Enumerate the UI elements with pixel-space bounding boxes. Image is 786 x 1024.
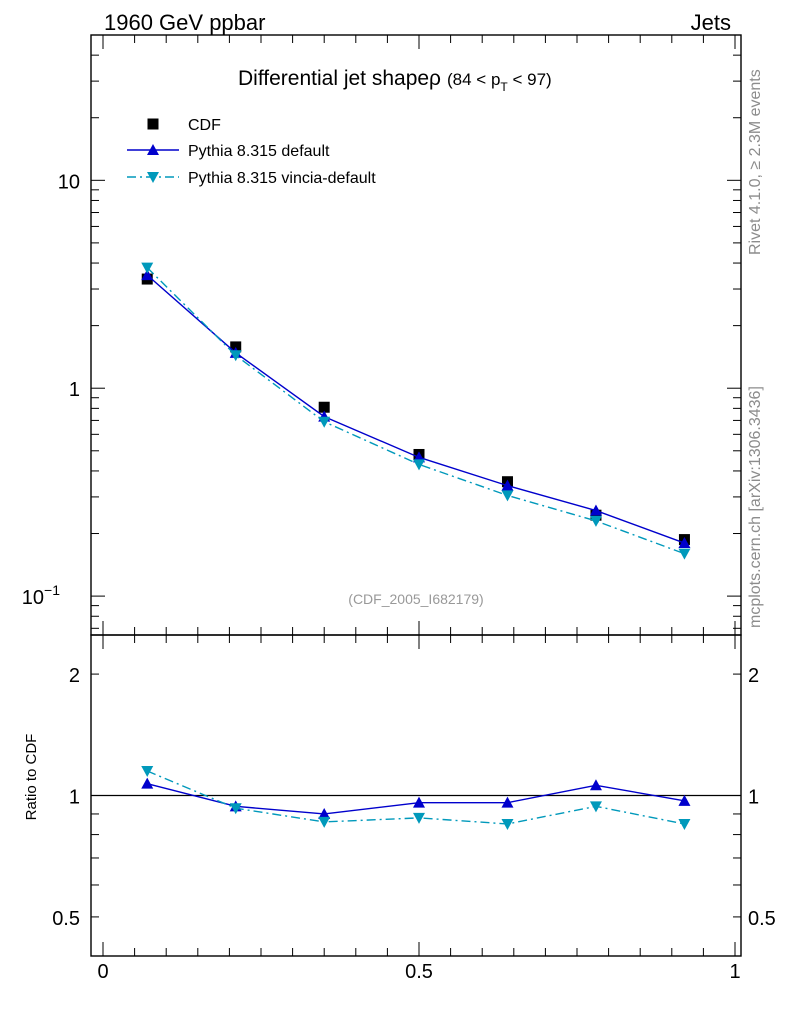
ratio-pythia-default-point — [501, 796, 514, 808]
ratio-y-tick-label: 2 — [69, 665, 80, 687]
series-pythia-vincia-line — [146, 267, 685, 555]
ratio-pythia-vincia-point — [318, 816, 331, 828]
ratio-pythia-default-point — [413, 796, 425, 808]
chart-title: Differential jet shapeρ (84 < pT < 97) — [238, 67, 552, 94]
series-pythia-default-point — [589, 504, 602, 516]
ratio-ylabel: Ratio to CDF — [23, 734, 40, 821]
ratio-pythia-vincia-point — [141, 766, 154, 778]
series-pythia-vincia-point — [678, 548, 691, 560]
ratio-y-tick-label: 1 — [69, 787, 80, 809]
legend-marker-cdf — [147, 118, 159, 130]
ratio-pythia-vincia-point — [413, 812, 425, 824]
main-y-tick-label: 10 — [58, 171, 80, 193]
series-pythia-default-point — [678, 537, 691, 549]
x-tick-label: 0.5 — [405, 961, 433, 983]
series-pythia-vincia-point — [413, 459, 425, 471]
rivet-info: Rivet 4.1.0, ≥ 2.3M events — [747, 69, 764, 255]
chart-title-main: Differential jet shapeρ — [238, 67, 441, 90]
ratio-pythia-default-point — [141, 777, 154, 789]
ratio-pythia-default-point — [678, 794, 691, 806]
ratio-plot: 2 1 0.5 2 1 0.5 — [52, 634, 776, 957]
ratio-pythia-default-point — [589, 779, 602, 791]
ratio-pythia-vincia-point — [678, 818, 691, 830]
x-tick-label: 1 — [729, 961, 740, 983]
ratio-pythia-vincia-point — [589, 801, 602, 813]
series-cdf-point — [318, 401, 330, 413]
mcplots-info: mcplots.cern.ch [arXiv:1306.3436] — [747, 386, 764, 628]
series-pythia-vincia-point — [318, 416, 331, 428]
legend-label-pythia-default: Pythia 8.315 default — [188, 143, 330, 160]
main-y-tick-label: 1 — [69, 379, 80, 401]
ratio-y-tick-label-right: 2 — [748, 665, 759, 687]
series-pythia-default-point — [501, 479, 514, 491]
analysis-id: (CDF_2005_I682179) — [348, 591, 483, 607]
series-pythia-vincia-point — [501, 490, 514, 502]
main-plot: 10 1 10−1 — [22, 34, 742, 636]
chart-title-cut-end: < 97) — [508, 70, 552, 89]
ratio-pythia-default-point — [318, 807, 331, 819]
series-pythia-vincia-point — [229, 350, 242, 362]
x-axis: 0 0.5 1 — [97, 35, 741, 983]
x-tick-label: 0 — [97, 961, 108, 983]
legend: CDF Pythia 8.315 default Pythia 8.315 vinc… — [127, 117, 376, 187]
ratio-pythia-vincia-point — [229, 803, 242, 815]
chart-title-cut-sub: T — [500, 80, 508, 94]
chart-title-cut: (84 < p — [447, 70, 500, 89]
series-pythia-vincia-point — [589, 515, 602, 527]
series-pythia-vincia-point — [141, 262, 154, 274]
series-pythia-default-line — [146, 274, 685, 544]
header-right: Jets — [691, 10, 731, 35]
legend-label-pythia-vincia: Pythia 8.315 vincia-default — [188, 170, 376, 187]
ratio-y-tick-label-right: 1 — [748, 787, 759, 809]
ratio-y-tick-label: 0.5 — [52, 908, 80, 930]
legend-marker-pythia-default — [147, 144, 159, 155]
ratio-pythia-default-line — [147, 782, 685, 815]
header-left: 1960 GeV ppbar — [104, 10, 265, 35]
series-pythia-default-point — [141, 269, 154, 281]
ratio-pythia-vincia-point — [501, 818, 514, 830]
ratio-y-tick-label-right: 0.5 — [748, 908, 776, 930]
legend-label-cdf: CDF — [188, 117, 221, 134]
main-y-tick-label: 10−1 — [22, 582, 60, 609]
legend-marker-pythia-vincia — [147, 172, 159, 183]
